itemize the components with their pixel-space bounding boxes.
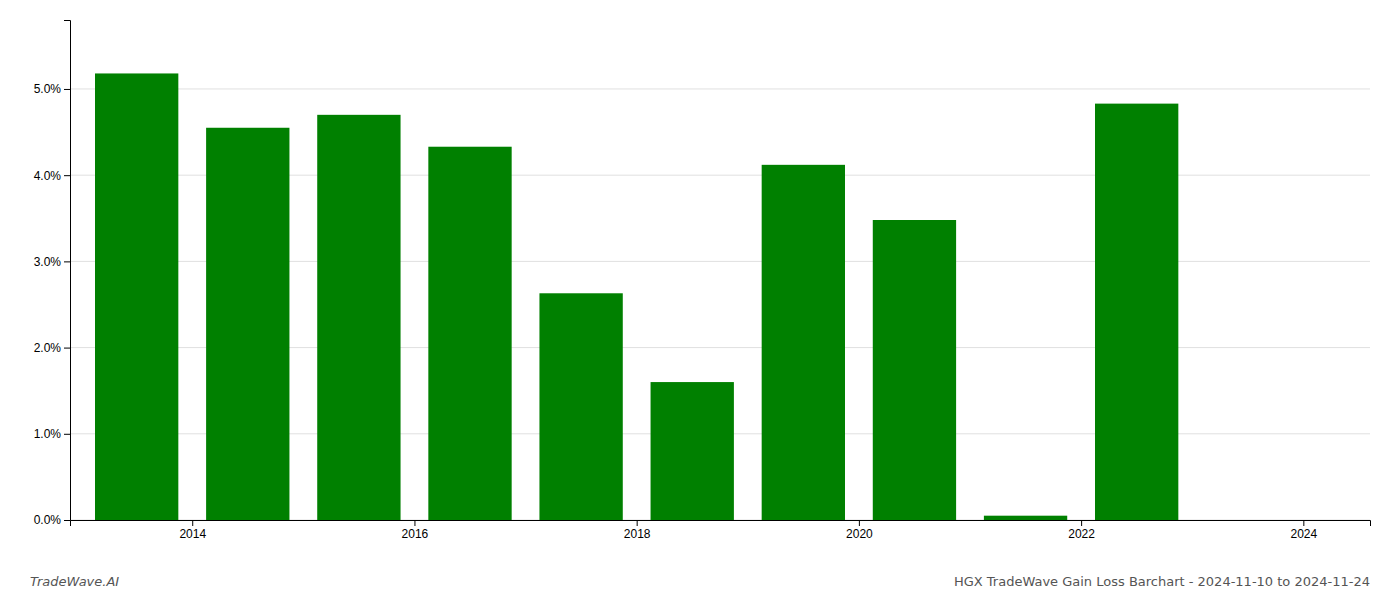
y-tick: 5.0% — [34, 82, 70, 96]
y-tick: 0.0% — [34, 513, 70, 527]
y-axis: 0.0% 1.0% 2.0% 3.0% 4.0% 5.0% — [34, 21, 71, 528]
y-tick-mark — [64, 520, 70, 521]
x-tick-mark — [1303, 520, 1304, 526]
grid — [70, 89, 1370, 520]
x-tick: 2020 — [846, 520, 873, 541]
x-tick-label: 2016 — [402, 527, 429, 541]
bar — [206, 128, 289, 520]
y-tick-label: 1.0% — [34, 427, 62, 441]
x-tick: 2018 — [624, 520, 651, 541]
bar — [428, 147, 511, 520]
y-tick: 4.0% — [34, 169, 70, 183]
y-axis-line — [64, 21, 71, 521]
bar — [1095, 104, 1178, 520]
y-tick-label: 5.0% — [34, 82, 62, 96]
y-tick: 3.0% — [34, 255, 70, 269]
y-tick-mark — [64, 348, 70, 349]
x-tick-mark — [192, 520, 193, 526]
x-tick-mark — [414, 520, 415, 526]
x-tick-mark — [859, 520, 860, 526]
y-tick-label: 4.0% — [34, 169, 62, 183]
watermark: TradeWave.AI — [30, 574, 119, 589]
x-tick-label: 2020 — [846, 527, 873, 541]
x-axis: 2014 2016 2018 2020 2022 2024 — [71, 520, 1371, 541]
bar — [651, 382, 734, 520]
x-tick-mark — [1081, 520, 1082, 526]
bar — [317, 115, 400, 520]
bars — [95, 73, 1178, 520]
y-tick-mark — [64, 434, 70, 435]
x-tick: 2022 — [1068, 520, 1095, 541]
y-tick-label: 2.0% — [34, 341, 62, 355]
grid-line — [70, 88, 1370, 89]
y-tick-label: 0.0% — [34, 513, 62, 527]
x-tick-mark — [637, 520, 638, 526]
x-tick-label: 2014 — [179, 527, 206, 541]
bar — [539, 293, 622, 520]
x-tick-label: 2024 — [1290, 527, 1317, 541]
bar — [1206, 520, 1289, 521]
x-tick-label: 2018 — [624, 527, 651, 541]
y-tick-mark — [64, 175, 70, 176]
bar — [984, 516, 1067, 520]
x-tick: 2016 — [402, 520, 429, 541]
bar — [762, 165, 845, 520]
chart: 2014 2016 2018 2020 2022 2024 0.0% 1.0% 2.0% 3.0%… — [0, 0, 1400, 600]
x-tick: 2014 — [179, 520, 206, 541]
y-tick-mark — [64, 261, 70, 262]
y-tick-label: 3.0% — [34, 255, 62, 269]
y-tick: 1.0% — [34, 427, 70, 441]
bar — [873, 220, 956, 520]
y-tick: 2.0% — [34, 341, 70, 355]
x-tick-label: 2022 — [1068, 527, 1095, 541]
y-tick-mark — [64, 89, 70, 90]
x-axis-line — [71, 521, 1371, 527]
bar — [95, 73, 178, 520]
x-tick: 2024 — [1290, 520, 1317, 541]
title: HGX TradeWave Gain Loss Barchart - 2024-… — [954, 574, 1370, 589]
